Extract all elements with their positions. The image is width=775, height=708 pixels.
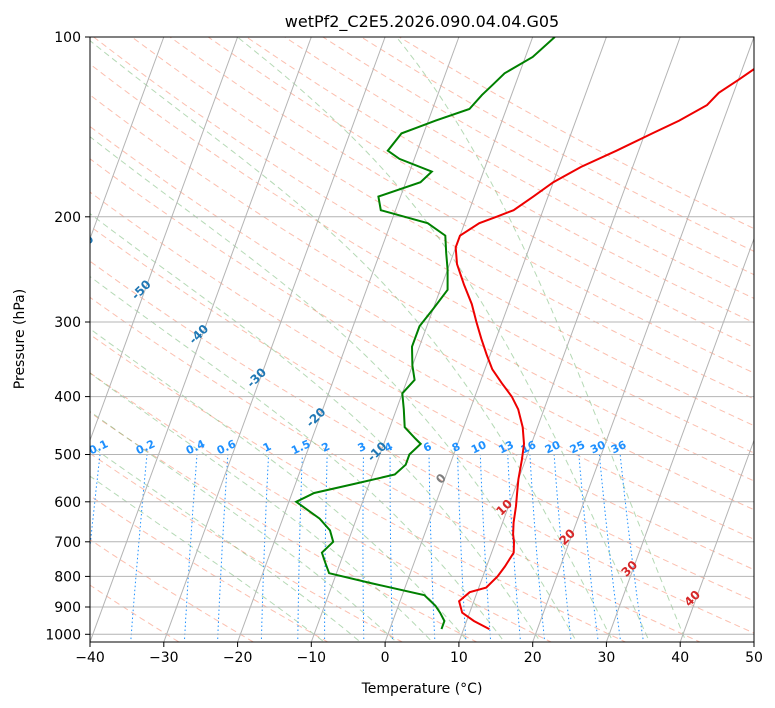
mixing-ratio-line — [553, 454, 572, 642]
dry-adiabat — [90, 296, 702, 642]
isobars — [90, 37, 754, 635]
x-axis-ticks: −40 −30 −20 −10 0 10 20 30 40 50 — [75, 642, 763, 666]
y-axis-ticks: 100 200 300 400 500 600 700 800 900 1000 — [45, 30, 90, 643]
isotherm — [163, 37, 386, 642]
isotherm — [90, 37, 312, 642]
dry-adiabat — [130, 37, 754, 400]
isotherm — [310, 37, 534, 642]
y-tick-label: 100 — [54, 30, 81, 46]
moist-adiabat — [90, 444, 362, 642]
dry-adiabat — [90, 260, 754, 634]
x-tick-label: −10 — [297, 650, 327, 666]
x-tick-label: 10 — [450, 650, 468, 666]
moist-adiabat — [90, 213, 542, 642]
dry-adiabat — [90, 125, 754, 511]
dry-adiabat — [90, 158, 754, 540]
moist-adiabat — [90, 372, 434, 642]
y-tick-label: 700 — [54, 535, 81, 551]
dry-adiabat — [90, 539, 255, 642]
x-tick-label: −20 — [223, 650, 253, 666]
isotherm — [532, 37, 754, 642]
mixing-ratio-line — [507, 454, 522, 642]
isotherm-label: -70 — [15, 185, 40, 210]
isotherm — [753, 640, 754, 642]
dewpoint-line — [294, 37, 556, 630]
mixing-ratio-label: 10 — [469, 438, 489, 456]
y-tick-label: 800 — [54, 569, 81, 585]
chart-title: wetPf2_C2E5.2026.090.04.04.G05 — [285, 12, 559, 32]
x-tick-label: 30 — [597, 650, 615, 666]
x-tick-label: 20 — [524, 650, 542, 666]
isotherm — [90, 37, 239, 442]
moist-adiabat — [90, 328, 470, 642]
mixing-ratio-line — [457, 454, 467, 642]
mixing-ratio-label: 20 — [543, 438, 563, 456]
mixing-ratio-line — [619, 454, 644, 642]
dry-adiabat — [90, 372, 553, 642]
x-tick-label: 0 — [381, 650, 390, 666]
y-axis-label: Pressure (hPa) — [12, 289, 28, 389]
mixing-ratio-line — [529, 454, 546, 642]
moist-adiabat — [90, 410, 398, 642]
moist-adiabat — [396, 37, 687, 642]
isotherm — [605, 237, 754, 642]
mixing-ratio-line — [389, 454, 394, 642]
mixing-ratio-line — [183, 454, 198, 642]
mixing-ratio-line — [324, 454, 328, 642]
x-tick-label: −40 — [75, 650, 105, 666]
y-tick-label: 500 — [54, 448, 81, 464]
y-tick-label: 300 — [54, 315, 81, 331]
dry-adiabat — [245, 37, 754, 324]
isotherm — [237, 37, 460, 642]
x-tick-label: 40 — [671, 650, 689, 666]
y-tick-label: 1000 — [45, 627, 81, 643]
isotherm — [679, 438, 754, 642]
dry-adiabat — [90, 584, 180, 642]
plot-frame — [89, 36, 755, 643]
isotherms — [90, 37, 754, 642]
temperature-line — [454, 67, 754, 630]
y-tick-label: 900 — [54, 600, 81, 616]
y-tick-label: 400 — [54, 390, 81, 406]
moist-adiabat — [90, 475, 325, 642]
dry-adiabat — [92, 37, 754, 427]
mixing-ratio-label: 13 — [497, 438, 516, 456]
dry-adiabat — [90, 411, 478, 642]
moist-adiabat — [237, 37, 651, 642]
x-tick-label: 50 — [745, 650, 763, 666]
x-axis-label: Temperature (°C) — [361, 681, 483, 697]
isotherm — [384, 37, 607, 642]
mixing-ratio-line — [428, 454, 436, 642]
mixing-ratio-line — [297, 454, 303, 642]
moist-adiabat — [90, 39, 614, 642]
y-tick-label: 600 — [54, 495, 81, 511]
isotherm — [90, 37, 165, 241]
mixing-ratio-line — [479, 454, 492, 642]
dry-adiabat — [90, 452, 404, 642]
dry-adiabat — [207, 37, 754, 349]
mixing-ratio-label: 25 — [568, 438, 587, 456]
y-tick-label: 200 — [54, 210, 81, 226]
moist-adiabat — [90, 275, 506, 642]
mixing-ratio-line — [216, 454, 229, 642]
mixing-ratio-label: 30 — [588, 438, 608, 456]
isotherm-label: -60 — [71, 232, 96, 257]
mixing-ratio-label: 36 — [609, 438, 629, 456]
mixing-ratio-line — [362, 454, 365, 642]
x-tick-label: −30 — [149, 650, 179, 666]
mixing-ratio-line — [260, 454, 270, 642]
